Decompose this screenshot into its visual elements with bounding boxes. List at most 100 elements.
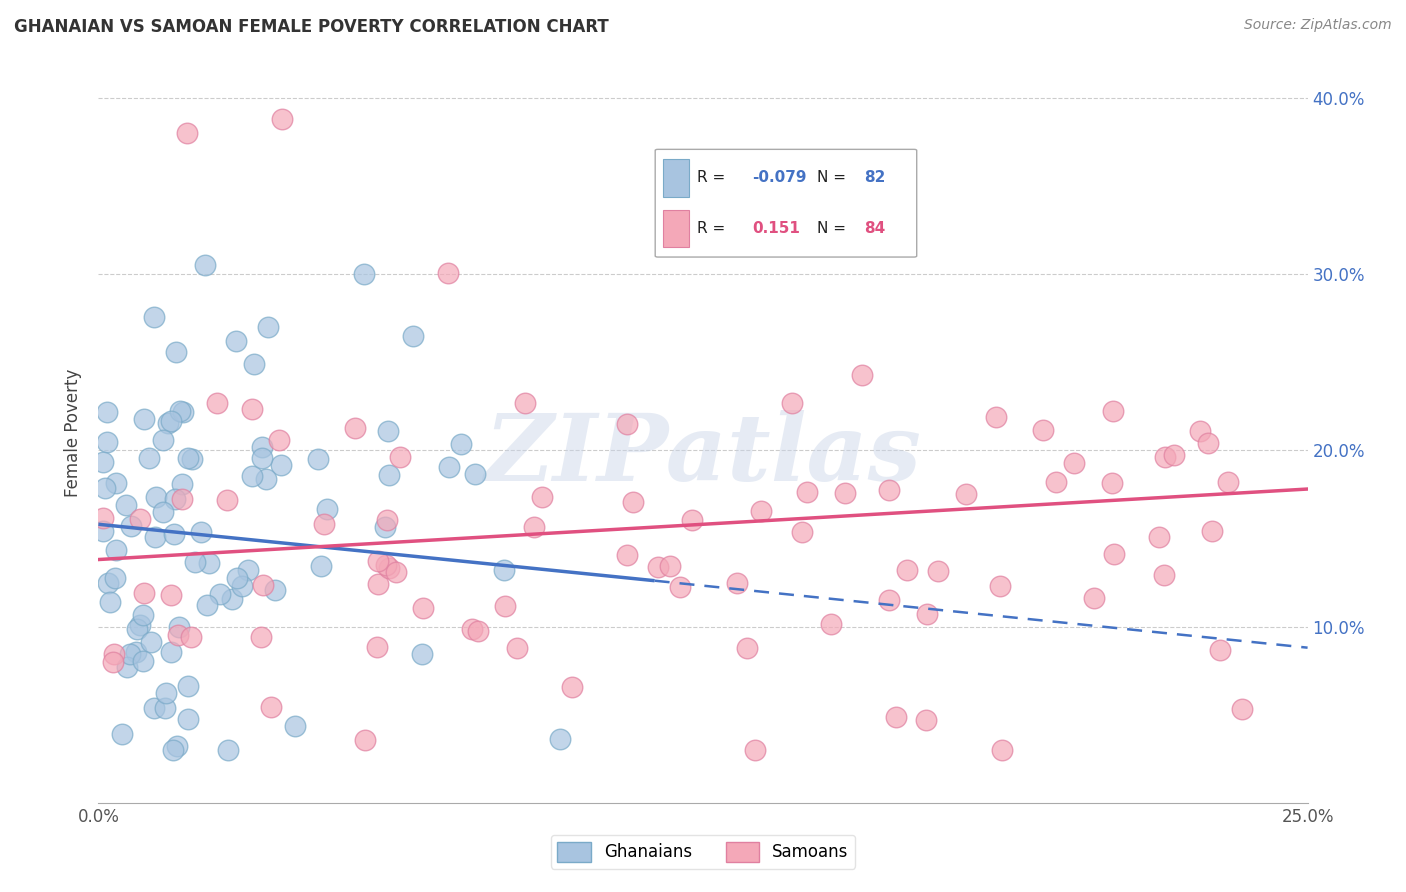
Point	[267, 434, 290, 448]
Point	[240, 401, 263, 416]
Point	[367, 554, 389, 568]
Point	[1063, 456, 1085, 470]
Point	[377, 425, 399, 439]
Point	[402, 328, 425, 343]
Point	[927, 564, 949, 578]
Point	[139, 635, 162, 649]
Point	[96, 405, 118, 419]
Point	[217, 743, 239, 757]
Point	[236, 563, 259, 577]
Point	[152, 505, 174, 519]
Text: N =: N =	[817, 170, 851, 186]
Point	[988, 579, 1011, 593]
Point	[681, 513, 703, 527]
Point	[252, 578, 274, 592]
Point	[494, 599, 516, 613]
Point	[353, 267, 375, 281]
Point	[143, 531, 166, 545]
Point	[464, 467, 486, 481]
Point	[153, 701, 176, 715]
Point	[1201, 524, 1223, 538]
Point	[307, 451, 329, 466]
Point	[1216, 475, 1239, 489]
Point	[411, 648, 433, 662]
Point	[195, 598, 218, 612]
Point	[143, 310, 166, 324]
Point	[377, 561, 399, 575]
Point	[1147, 531, 1170, 545]
Point	[160, 588, 183, 602]
Point	[1230, 702, 1253, 716]
Point	[177, 712, 200, 726]
Point	[209, 587, 232, 601]
Point	[98, 595, 121, 609]
Point	[1083, 591, 1105, 605]
Point	[616, 548, 638, 562]
Point	[91, 455, 114, 469]
Point	[851, 368, 873, 383]
Text: N =: N =	[817, 221, 851, 236]
Point	[170, 492, 193, 507]
Point	[561, 681, 583, 695]
Point	[177, 679, 200, 693]
Point	[142, 701, 165, 715]
Point	[256, 319, 278, 334]
Point	[1032, 423, 1054, 437]
Point	[91, 524, 114, 539]
Text: -0.079: -0.079	[752, 170, 807, 186]
Point	[374, 519, 396, 533]
Point	[162, 743, 184, 757]
Text: GHANAIAN VS SAMOAN FEMALE POVERTY CORRELATION CHART: GHANAIAN VS SAMOAN FEMALE POVERTY CORREL…	[14, 18, 609, 36]
Point	[221, 591, 243, 606]
Point	[115, 498, 138, 512]
Point	[513, 395, 536, 409]
Point	[354, 732, 377, 747]
Point	[181, 451, 204, 466]
Point	[915, 607, 938, 622]
Point	[523, 520, 546, 534]
Point	[240, 469, 263, 483]
Point	[165, 344, 187, 359]
Point	[96, 434, 118, 449]
Point	[94, 481, 117, 495]
Point	[879, 592, 901, 607]
Point	[129, 512, 152, 526]
Point	[132, 607, 155, 622]
Point	[104, 475, 127, 490]
Point	[955, 486, 977, 500]
Text: 84: 84	[865, 221, 886, 236]
Text: Source: ZipAtlas.com: Source: ZipAtlas.com	[1244, 18, 1392, 32]
Point	[155, 686, 177, 700]
Point	[790, 525, 813, 540]
Point	[388, 450, 411, 464]
Point	[548, 731, 571, 746]
Point	[145, 490, 167, 504]
Point	[375, 512, 398, 526]
Point	[374, 558, 396, 573]
Point	[1045, 475, 1067, 489]
FancyBboxPatch shape	[664, 210, 689, 247]
Point	[215, 493, 238, 508]
Point	[152, 433, 174, 447]
Point	[896, 563, 918, 577]
Point	[250, 440, 273, 454]
Point	[492, 563, 515, 577]
Point	[749, 504, 772, 518]
Point	[1189, 424, 1212, 438]
Point	[105, 543, 128, 558]
Text: R =: R =	[697, 170, 730, 186]
Point	[412, 601, 434, 615]
Point	[97, 575, 120, 590]
Point	[180, 630, 202, 644]
Point	[167, 620, 190, 634]
Point	[669, 580, 692, 594]
Point	[1208, 643, 1230, 657]
Point	[284, 719, 307, 733]
Point	[366, 640, 388, 654]
Point	[260, 700, 283, 714]
Point	[506, 640, 529, 655]
Point	[163, 491, 186, 506]
Point	[167, 627, 190, 641]
Point	[991, 743, 1014, 757]
Point	[120, 519, 142, 533]
